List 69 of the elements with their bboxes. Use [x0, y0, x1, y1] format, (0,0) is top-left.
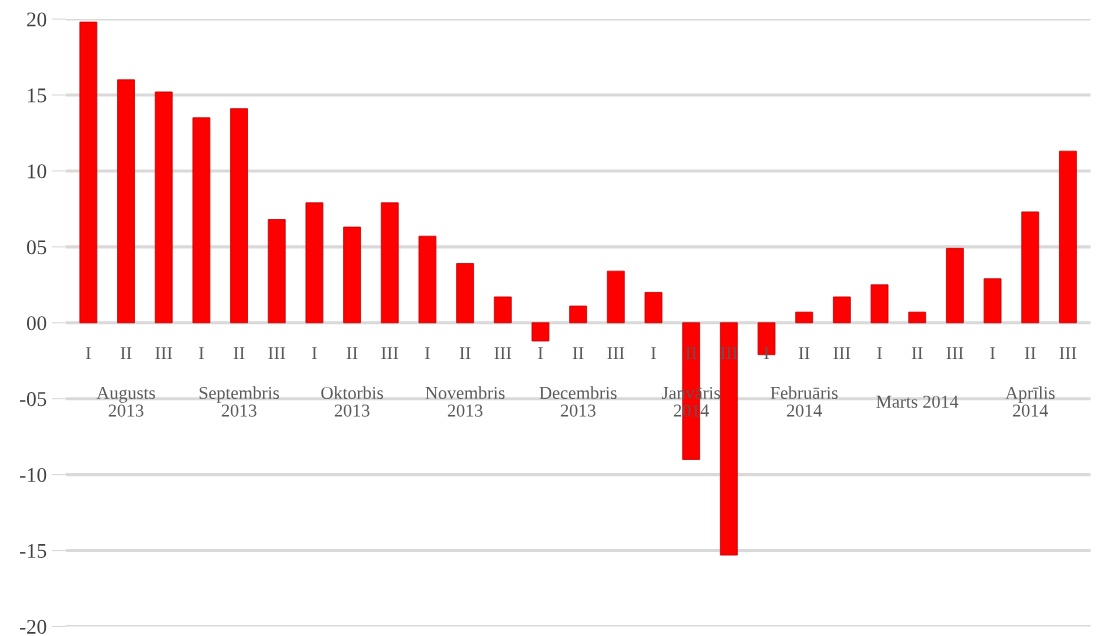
y-tick-label: -05: [20, 392, 47, 407]
bar: [418, 235, 437, 324]
bar: [1059, 150, 1077, 324]
annotation: Marts 2014: [876, 395, 959, 408]
bar: [343, 226, 361, 324]
x-tick-label: II: [685, 347, 697, 360]
annotation: Decembris 2013: [539, 386, 617, 417]
x-tick-label: III: [1059, 347, 1077, 360]
bar: [267, 219, 286, 324]
x-tick-label: III: [268, 347, 286, 360]
bar: [1021, 211, 1040, 324]
y-tick-label: 05: [26, 240, 47, 255]
bar: [380, 202, 399, 324]
y-tick-label: 15: [28, 88, 47, 103]
x-tick-label: I: [877, 347, 882, 360]
annotation: Aprīlis 2014: [1005, 386, 1055, 417]
y-tick-label: -20: [20, 619, 47, 634]
x-tick-label: III: [720, 347, 738, 360]
x-tick-label: III: [155, 347, 173, 360]
x-tick-label: I: [312, 347, 317, 360]
x-tick-label: I: [651, 347, 656, 360]
bar: [644, 291, 663, 324]
x-tick-label: II: [346, 347, 358, 360]
x-tick-label: II: [120, 347, 132, 360]
bar: [230, 108, 248, 324]
bar: [870, 284, 889, 324]
x-tick-label: III: [946, 347, 964, 360]
bar: [117, 79, 135, 324]
bar: [79, 21, 98, 324]
x-tick-label: I: [425, 347, 430, 360]
bar: [908, 311, 927, 324]
x-tick-label: II: [798, 347, 810, 360]
x-tick-label: I: [538, 347, 543, 360]
annotation: Oktorbis 2013: [321, 386, 384, 417]
bar: [719, 322, 738, 556]
y-tick-label: 20: [27, 12, 47, 27]
annotation: Augusts 2013: [96, 386, 155, 417]
bar: [531, 322, 550, 342]
bar: [832, 296, 851, 324]
y-tick-label: 00: [26, 316, 47, 331]
x-tick-label: II: [233, 347, 245, 360]
bar: [983, 278, 1002, 324]
annotation: Februāris 2014: [770, 386, 838, 417]
y-tick-label: -10: [20, 467, 47, 483]
bar: [305, 202, 324, 324]
x-tick-label: I: [764, 347, 769, 360]
x-tick-label: I: [86, 347, 91, 360]
x-tick-label: II: [572, 347, 584, 360]
x-tick-label: I: [199, 347, 204, 360]
bar: [795, 311, 814, 324]
x-tick-label: III: [494, 347, 512, 360]
bar: [606, 270, 625, 324]
y-tick-label: 10: [28, 164, 47, 179]
x-tick-label: II: [1024, 347, 1036, 360]
x-tick-label: III: [381, 347, 399, 360]
x-tick-label: III: [833, 347, 851, 360]
x-tick-label: III: [607, 347, 625, 360]
bar: [493, 296, 512, 324]
annotation: Septembris 2013: [199, 386, 280, 417]
y-tick-label: -15: [20, 544, 47, 558]
x-tick-label: II: [911, 347, 923, 360]
x-tick-label: II: [459, 347, 471, 360]
bar: [154, 91, 173, 324]
bar: [945, 247, 964, 324]
bar: [192, 117, 211, 324]
annotation: Novembris 2013: [425, 386, 505, 417]
x-tick-label: I: [990, 347, 995, 360]
bar: [456, 263, 475, 324]
bar: [569, 305, 588, 324]
